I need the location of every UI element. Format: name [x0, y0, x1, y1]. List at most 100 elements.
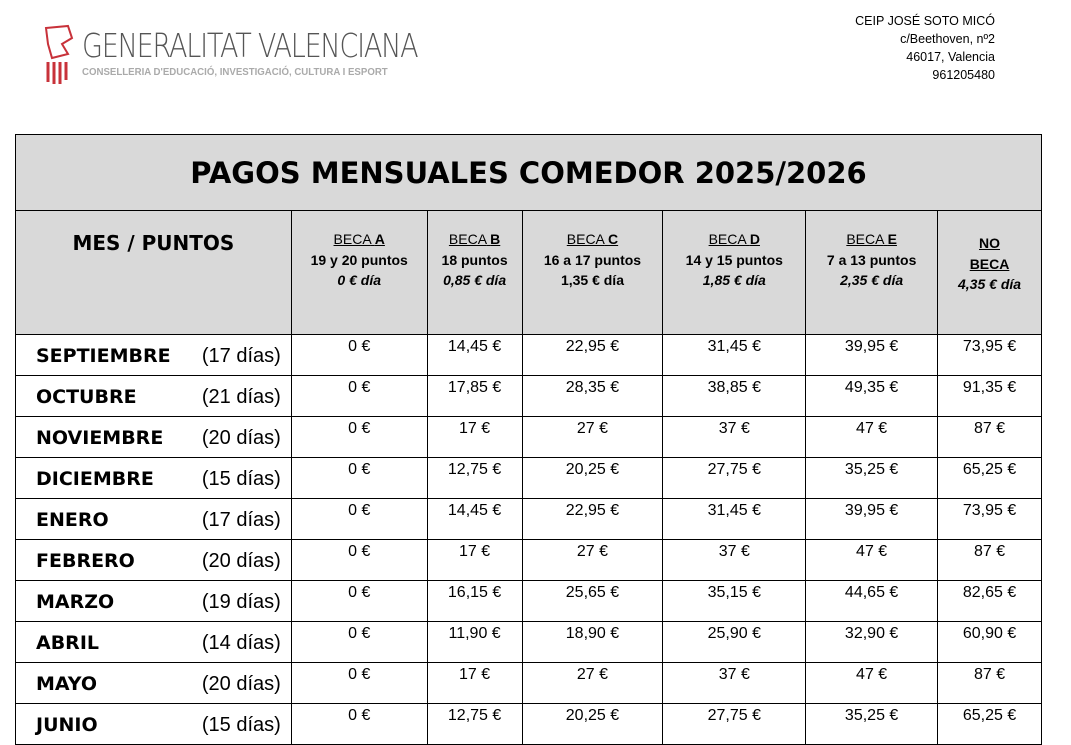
amount-cell: 11,90 € [426, 621, 523, 663]
month-days: (19 días) [201, 591, 281, 613]
month-days: (20 días) [201, 427, 281, 449]
amount-cell: 37 € [662, 539, 807, 581]
amount-cell: 0 € [290, 498, 428, 540]
month-name: MARZO [36, 591, 115, 613]
amount-cell: 0 € [290, 334, 428, 376]
amount-cell: 65,25 € [937, 703, 1042, 745]
amount-cell: 39,95 € [805, 334, 939, 376]
amount-cell: 0 € [290, 539, 428, 581]
month-days: (20 días) [201, 550, 281, 572]
amount-cell: 60,90 € [937, 621, 1042, 663]
amount-cell: 0 € [290, 416, 428, 458]
amount-cell: 87 € [937, 662, 1042, 704]
amount-cell: 47 € [805, 539, 939, 581]
table-row: NOVIEMBRE (20 días) 0 €17 €27 €37 €47 €87 … [15, 416, 1042, 458]
amount-cell: 37 € [662, 416, 807, 458]
table-row: FEBRERO (20 días) 0 €17 €27 €37 €47 €87 € [15, 539, 1042, 581]
amount-cell: 0 € [290, 662, 428, 704]
city: 46017, Valencia [906, 50, 995, 64]
beca-letter: C [608, 231, 619, 247]
month-cell: ENERO (17 días) [15, 498, 292, 540]
month-cell: OCTUBRE (21 días) [15, 375, 292, 417]
beca-points: 19 y 20 puntos [310, 251, 408, 268]
amount-cell: 31,45 € [662, 334, 807, 376]
beca-label: BECA [448, 231, 487, 247]
amount-cell: 0 € [290, 375, 428, 417]
amount-cell: 12,75 € [426, 457, 523, 499]
logo-subtitle: CONSELLERIA D'EDUCACIÓ, INVESTIGACIÓ, CU… [82, 66, 388, 78]
table-title: PAGOS MENSUALES COMEDOR 2025/2026 [15, 134, 1042, 211]
amount-cell: 17,85 € [426, 375, 523, 417]
beca-label: BECA [846, 231, 884, 247]
amount-cell: 65,25 € [937, 457, 1042, 499]
month-cell: DICIEMBRE (15 días) [15, 457, 292, 499]
beca-label: BECA [566, 231, 605, 247]
month-header: MES / PUNTOS [15, 210, 292, 335]
school-name: CEIP JOSÉ SOTO MICÓ [855, 14, 995, 28]
no-beca-rate: 4,35 € día [958, 276, 1022, 292]
no-beca-line2: BECA [969, 255, 1010, 272]
table-row: DICIEMBRE (15 días) 0 €12,75 €20,25 €27,75… [15, 457, 1042, 499]
amount-cell: 35,25 € [805, 703, 939, 745]
beca-rate: 0 € día [337, 272, 382, 288]
amount-cell: 49,35 € [805, 375, 939, 417]
amount-cell: 87 € [937, 416, 1042, 458]
amount-cell: 0 € [290, 457, 428, 499]
month-days: (17 días) [201, 509, 281, 531]
amount-cell: 0 € [290, 703, 428, 745]
generalitat-logo: GENERALITAT VALENCIANA CONSELLERIA D'EDU… [42, 22, 419, 84]
month-cell: ABRIL (14 días) [15, 621, 292, 663]
beca-d-header: BECA D 14 y 15 puntos 1,85 € día [662, 210, 807, 335]
month-name: NOVIEMBRE [36, 427, 164, 449]
amount-cell: 14,45 € [426, 334, 523, 376]
amount-cell: 47 € [805, 662, 939, 704]
amount-cell: 32,90 € [805, 621, 939, 663]
month-days: (15 días) [201, 714, 281, 736]
amount-cell: 73,95 € [937, 498, 1042, 540]
table-row: ENERO (17 días) 0 €14,45 €22,95 €31,45 €39… [15, 498, 1042, 540]
month-days: (21 días) [201, 386, 281, 408]
amount-cell: 20,25 € [521, 457, 664, 499]
logo-name: GENERALITAT VALENCIANA [82, 26, 419, 65]
month-days: (20 días) [201, 673, 281, 695]
amount-cell: 31,45 € [662, 498, 807, 540]
amount-cell: 14,45 € [426, 498, 523, 540]
phone: 961205480 [932, 68, 995, 82]
beca-rate: 0,85 € día [443, 272, 507, 288]
amount-cell: 47 € [805, 416, 939, 458]
beca-letter: D [749, 231, 760, 247]
beca-points: 18 puntos [441, 251, 508, 268]
beca-c-header: BECA C 16 a 17 puntos 1,35 € día [521, 210, 664, 335]
amount-cell: 18,90 € [521, 621, 664, 663]
amount-cell: 22,95 € [521, 498, 664, 540]
beca-e-header: BECA E 7 a 13 puntos 2,35 € día [805, 210, 939, 335]
beca-letter: E [887, 231, 897, 247]
month-name: ABRIL [36, 632, 99, 654]
beca-a-header: BECA A 19 y 20 puntos 0 € día [290, 210, 428, 335]
amount-cell: 27 € [521, 539, 664, 581]
month-name: MAYO [36, 673, 98, 695]
beca-label: BECA [708, 231, 746, 247]
month-name: DICIEMBRE [36, 468, 154, 490]
amount-cell: 27 € [521, 416, 664, 458]
no-beca-line1: NO [979, 235, 1001, 251]
month-cell: MARZO (19 días) [15, 580, 292, 622]
payments-table: PAGOS MENSUALES COMEDOR 2025/2026 MES / … [15, 134, 1042, 745]
amount-cell: 17 € [426, 662, 523, 704]
beca-label: BECA [333, 231, 371, 247]
beca-rate: 2,35 € día [840, 272, 904, 288]
beca-points: 14 y 15 puntos [685, 251, 783, 268]
month-name: FEBRERO [36, 550, 135, 572]
table-row: MARZO (19 días) 0 €16,15 €25,65 €35,15 €44… [15, 580, 1042, 622]
month-name: ENERO [36, 509, 109, 531]
amount-cell: 20,25 € [521, 703, 664, 745]
amount-cell: 17 € [426, 416, 523, 458]
amount-cell: 39,95 € [805, 498, 939, 540]
month-name: SEPTIEMBRE [36, 345, 171, 367]
amount-cell: 0 € [290, 621, 428, 663]
beca-points: 7 a 13 puntos [826, 251, 917, 268]
amount-cell: 35,25 € [805, 457, 939, 499]
coat-of-arms-icon [44, 24, 74, 84]
amount-cell: 12,75 € [426, 703, 523, 745]
amount-cell: 73,95 € [937, 334, 1042, 376]
